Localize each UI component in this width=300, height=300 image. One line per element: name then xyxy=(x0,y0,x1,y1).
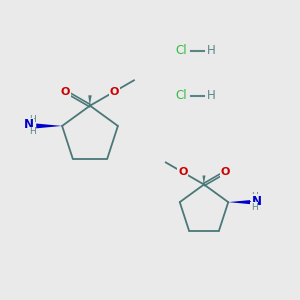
Text: H: H xyxy=(207,89,216,103)
Text: H: H xyxy=(207,44,216,58)
Polygon shape xyxy=(36,124,62,128)
Text: O: O xyxy=(178,167,188,177)
Text: O: O xyxy=(61,86,70,97)
Text: N: N xyxy=(24,118,34,131)
Text: H: H xyxy=(29,127,36,136)
Text: H: H xyxy=(251,203,257,212)
Polygon shape xyxy=(88,95,92,106)
Text: Cl: Cl xyxy=(176,89,187,103)
Polygon shape xyxy=(228,200,251,204)
Text: H: H xyxy=(29,115,36,124)
Text: Cl: Cl xyxy=(176,44,187,58)
Text: N: N xyxy=(252,195,262,208)
Text: O: O xyxy=(110,86,119,97)
Text: H: H xyxy=(251,192,257,201)
Polygon shape xyxy=(202,176,206,184)
Text: O: O xyxy=(220,167,230,177)
